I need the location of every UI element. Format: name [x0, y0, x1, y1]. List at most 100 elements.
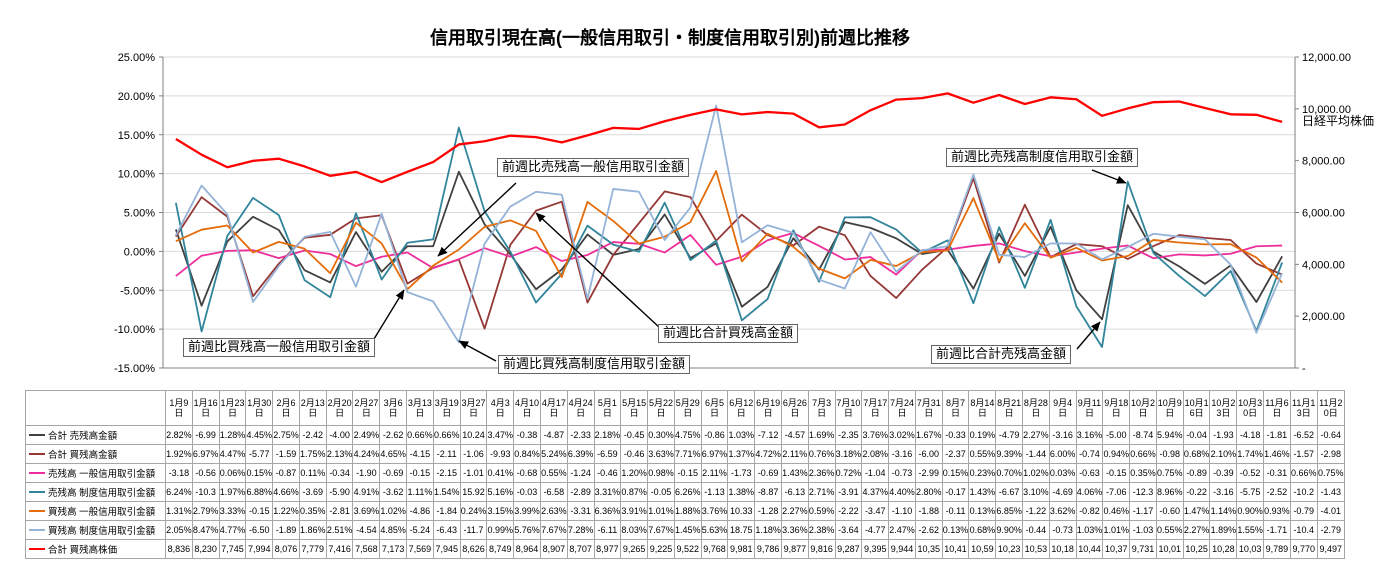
- value-cell: -2.37: [941, 444, 970, 464]
- data-table: 1月9日 1月16日 1月23日 1月30日 2月6日 2月13日 2月20日 2月27日 3月…: [25, 390, 1346, 559]
- value-cell: -1.81: [1263, 425, 1291, 445]
- value-cell: 1.20%: [620, 463, 649, 483]
- value-cell: -2.62: [379, 425, 408, 445]
- value-cell: 10,01: [1155, 539, 1184, 559]
- value-cell: -0.46: [593, 463, 622, 483]
- value-cell: 10.24: [459, 425, 488, 445]
- right-axis-tick: 2,000.00: [1302, 311, 1345, 323]
- date-header-cell: 8月14日: [968, 390, 997, 426]
- value-cell: 9,265: [620, 539, 649, 559]
- value-cell: 2.82%: [165, 425, 193, 445]
- value-cell: 0.13%: [968, 501, 997, 521]
- value-cell: 3.33%: [218, 501, 247, 521]
- value-cell: 18.75: [727, 520, 756, 540]
- value-cell: 6.26%: [673, 482, 702, 502]
- value-cell: 5.94%: [1155, 425, 1184, 445]
- series-line-6: [175, 104, 1283, 344]
- date-header-cell: 11月13日: [1289, 390, 1318, 426]
- value-cell: 3.76%: [861, 425, 890, 445]
- value-cell: -1.04: [861, 463, 890, 483]
- value-cell: -6.13: [780, 482, 809, 502]
- value-cell: 1.38%: [727, 482, 756, 502]
- date-header-cell: 9月11日: [1075, 390, 1104, 426]
- value-cell: -0.05: [647, 482, 675, 502]
- left-axis-tick: -15.00%: [114, 363, 155, 375]
- value-cell: -1.89: [272, 520, 300, 540]
- value-cell: 4.06%: [1075, 482, 1104, 502]
- value-cell: 6.24%: [165, 482, 193, 502]
- date-header-cell: 10月2日: [1129, 390, 1157, 426]
- value-cell: 7,568: [352, 539, 381, 559]
- date-header-cell: 6月12日: [727, 390, 756, 426]
- value-cell: 4.85%: [379, 520, 408, 540]
- value-cell: -1.06: [459, 444, 488, 464]
- value-cell: 1.46%: [1263, 444, 1291, 464]
- right-axis-tick: 6,000.00: [1302, 208, 1345, 220]
- value-cell: 1.43%: [968, 482, 997, 502]
- value-cell: 0.41%: [486, 463, 515, 483]
- table-row: 買残高 制度信用取引金額 2.05% 8.47% 4.77% -6.50 -1.89 1.8…: [25, 520, 1346, 540]
- value-cell: 10,37: [1102, 539, 1131, 559]
- table-row: 合計 買残高株価 8,836 8,230 7,745 7,994 8,076 7,779 7,…: [25, 539, 1346, 559]
- value-cell: 1.92%: [165, 444, 193, 464]
- legend-swatch: [29, 491, 45, 494]
- series-line-7: [175, 92, 1283, 184]
- date-header-cell: 3月6日: [379, 390, 408, 426]
- value-cell: -10.4: [1289, 520, 1318, 540]
- value-cell: -0.46: [620, 444, 649, 464]
- value-cell: -1.88: [914, 501, 943, 521]
- value-cell: -1.24: [566, 463, 595, 483]
- value-cell: -3.64: [834, 520, 863, 540]
- value-cell: 8.47%: [191, 520, 220, 540]
- value-cell: -3.47: [861, 501, 890, 521]
- value-cell: 0.55%: [968, 444, 997, 464]
- value-cell: 1.14%: [1209, 501, 1238, 521]
- value-cell: -2.11: [432, 444, 461, 464]
- value-cell: 6.00%: [1048, 444, 1077, 464]
- value-cell: -12.3: [1129, 482, 1157, 502]
- value-cell: 9,225: [647, 539, 675, 559]
- value-cell: -5.90: [325, 482, 354, 502]
- annotation-arrow-2: [373, 289, 405, 340]
- value-cell: 2.05%: [165, 520, 193, 540]
- value-cell: 2.38%: [807, 520, 836, 540]
- value-cell: 4.37%: [861, 482, 890, 502]
- value-cell: -10.3: [191, 482, 220, 502]
- date-header-cell: 10月30日: [1236, 390, 1265, 426]
- value-cell: 9,395: [861, 539, 890, 559]
- date-header-cell: 4月10日: [513, 390, 541, 426]
- value-cell: 0.75%: [1155, 463, 1184, 483]
- annotation-arrow-5: [1091, 169, 1127, 184]
- date-header-cell: 4月24日: [566, 390, 595, 426]
- legend-label-cell: 合計 買残高株価: [25, 539, 166, 559]
- value-cell: 0.35%: [298, 501, 327, 521]
- date-header-cell: 2月20日: [325, 390, 354, 426]
- value-cell: 5.24%: [539, 444, 568, 464]
- value-cell: -0.68: [513, 463, 541, 483]
- legend-swatch: [29, 453, 45, 456]
- value-cell: 0.94%: [1102, 444, 1131, 464]
- value-cell: -0.69: [379, 463, 408, 483]
- value-cell: 7,945: [432, 539, 461, 559]
- value-cell: -1.71: [1263, 520, 1291, 540]
- value-cell: 4.45%: [245, 425, 274, 445]
- value-cell: 7,416: [325, 539, 354, 559]
- annotation-label-4: 前週比合計買残高金額: [658, 324, 799, 343]
- value-cell: 2.79%: [191, 501, 220, 521]
- value-cell: -1.84: [432, 501, 461, 521]
- date-header-cell: 4月17日: [539, 390, 568, 426]
- value-cell: -1.28: [754, 501, 782, 521]
- value-cell: 1.43%: [780, 463, 809, 483]
- date-header-cell: 1月9日: [165, 390, 193, 426]
- value-cell: 1.86%: [298, 520, 327, 540]
- value-cell: -0.82: [1075, 501, 1104, 521]
- value-cell: 5.76%: [513, 520, 541, 540]
- value-cell: -1.90: [352, 463, 381, 483]
- date-header-cell: 8月21日: [995, 390, 1023, 426]
- value-cell: -0.98: [1155, 444, 1184, 464]
- series-line-4: [174, 126, 1283, 348]
- value-cell: -1.17: [1129, 501, 1157, 521]
- left-axis-tick: 5.00%: [124, 208, 155, 220]
- value-cell: 1.37%: [727, 444, 756, 464]
- date-header-cell: 1月30日: [245, 390, 274, 426]
